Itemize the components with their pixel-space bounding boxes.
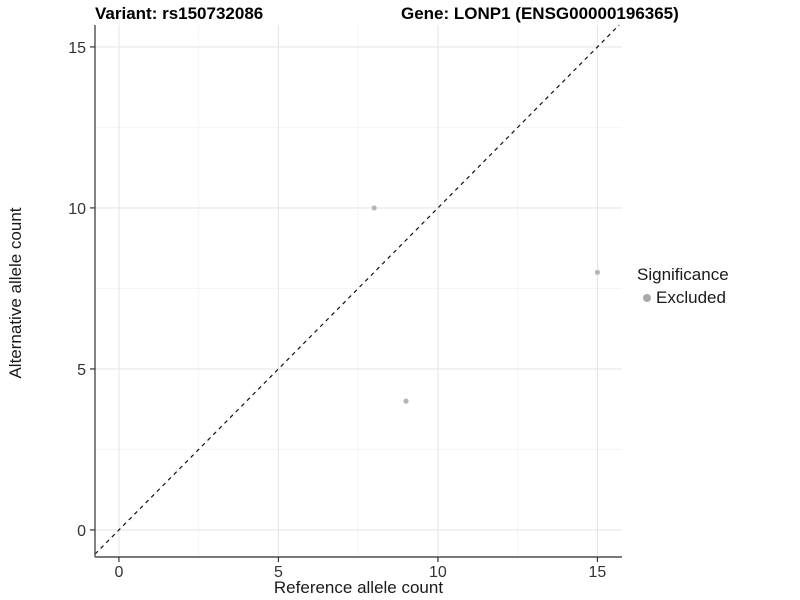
x-tick-label: 5 [274,564,283,581]
y-tick-label: 5 [77,362,86,379]
x-tick-label: 0 [114,564,123,581]
y-tick-label: 15 [68,40,86,57]
x-tick-label: 10 [429,564,447,581]
data-point [594,269,601,275]
legend: Significance Excluded [637,265,729,308]
plot-title-gene: Gene: LONP1 (ENSG00000196365) [401,4,679,23]
y-tick-label: 0 [77,523,86,540]
legend-title: Significance [637,265,729,284]
x-tick-label: 15 [589,564,607,581]
x-axis-title: Reference allele count [273,578,444,597]
legend-entry-excluded: Excluded [637,288,729,308]
plot-title-variant: Variant: rs150732086 [95,4,264,23]
legend-entry-label: Excluded [656,288,726,307]
legend-point-icon [637,290,656,307]
identity-reference-line [94,24,620,555]
data-point [403,398,409,404]
data-point [371,205,377,211]
y-tick-label: 10 [68,201,86,218]
